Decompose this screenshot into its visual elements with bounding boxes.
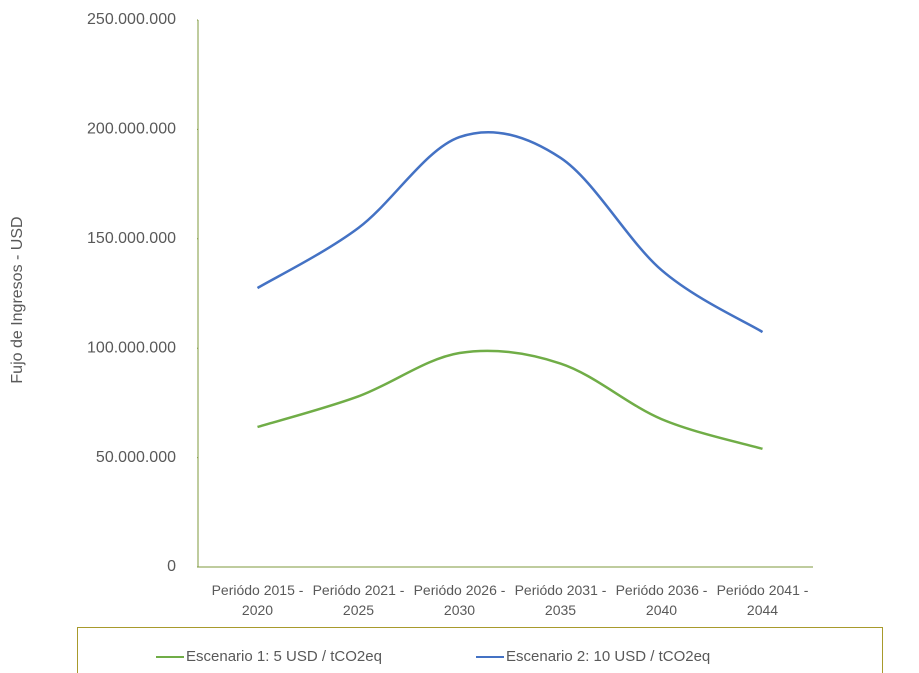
y-tick-label: 200.000.000 bbox=[87, 121, 176, 138]
legend-item: Escenario 1: 5 USD / tCO2eq bbox=[156, 648, 382, 665]
x-tick-label: Periódo 2015 - 2020 bbox=[211, 582, 304, 618]
y-tick-label: 0 bbox=[167, 558, 176, 575]
y-tick-label: 250.000.000 bbox=[87, 11, 176, 28]
x-tick-label: Periódo 2041 - 2044 bbox=[716, 582, 809, 618]
x-tick-label: Periódo 2021 - 2025 bbox=[312, 582, 405, 618]
series-line bbox=[256, 130, 764, 334]
y-tick-label: 50.000.000 bbox=[96, 449, 176, 466]
legend: Escenario 1: 5 USD / tCO2eq Escenario 2: … bbox=[77, 627, 883, 673]
y-tick-label: 150.000.000 bbox=[87, 230, 176, 247]
legend-item: Escenario 2: 10 USD / tCO2eq bbox=[476, 648, 710, 665]
series-line bbox=[257, 349, 763, 451]
y-axis-label: Fujo de Ingresos - USD bbox=[9, 216, 26, 383]
x-tick-label: Periódo 2031 - 2035 bbox=[514, 582, 607, 618]
x-tick-label: Periódo 2026 - 2030 bbox=[413, 582, 506, 618]
legend-swatch bbox=[156, 655, 184, 658]
y-tick-label: 100.000.000 bbox=[87, 339, 176, 356]
legend-label: Escenario 1: 5 USD / tCO2eq bbox=[186, 648, 382, 665]
legend-swatch bbox=[476, 655, 504, 658]
legend-label: Escenario 2: 10 USD / tCO2eq bbox=[506, 648, 711, 665]
x-tick-label: Periódo 2036 - 2040 bbox=[615, 582, 708, 618]
